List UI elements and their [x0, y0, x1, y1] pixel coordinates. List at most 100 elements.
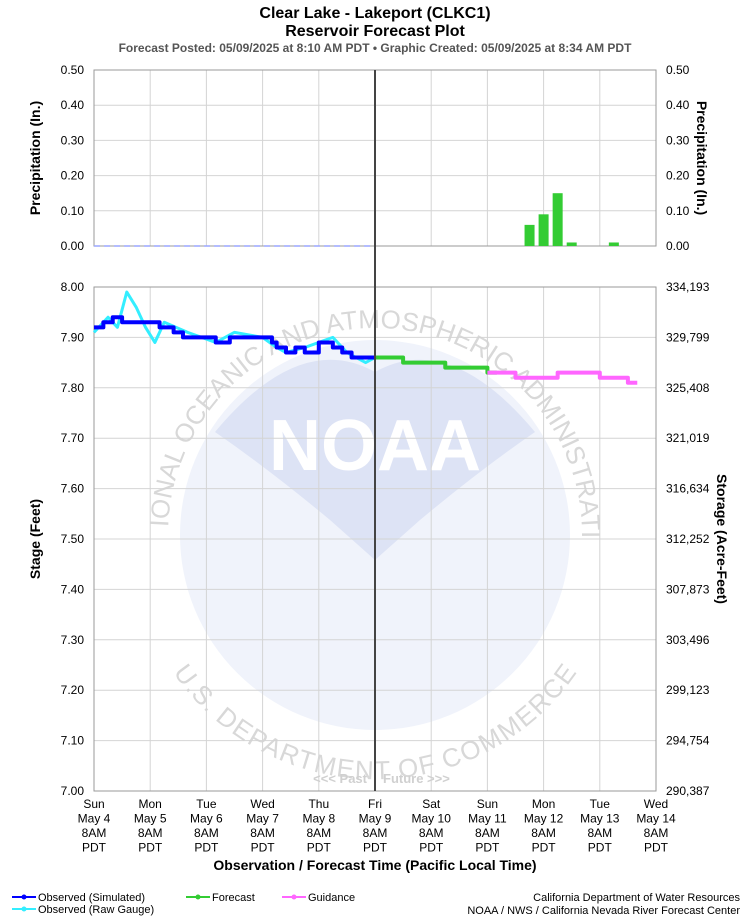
- storage-right-tick-label: 290,387: [666, 784, 710, 798]
- credit-line-1: California Department of Water Resources: [533, 892, 740, 904]
- x-tick-label: Mon: [532, 797, 555, 811]
- legend-label: Forecast: [212, 892, 255, 904]
- precip-bar: [538, 214, 549, 246]
- precip-left-tick-label: 0.10: [61, 204, 85, 218]
- legend-label: Observed (Simulated): [38, 892, 145, 904]
- precip-right-axis-title: Precipitation (In.): [694, 101, 710, 215]
- credit-line-2: NOAA / NWS / California Nevada River For…: [467, 905, 740, 917]
- x-tick-label: May 7: [246, 812, 279, 826]
- precip-right-tick-label: 0.20: [666, 169, 690, 183]
- storage-right-tick-label: 325,408: [666, 381, 710, 395]
- storage-right-axis-title: Storage (Acre-Feet): [714, 474, 730, 604]
- legend-swatch-marker: [21, 906, 27, 912]
- legend-swatch-marker: [195, 894, 201, 900]
- precip-left-tick-label: 0.40: [61, 98, 85, 112]
- precip-bar: [608, 242, 619, 246]
- x-tick-label: PDT: [251, 841, 276, 855]
- precip-bar: [566, 242, 577, 246]
- chart-subtitle: Reservoir Forecast Plot: [285, 23, 465, 40]
- stage-left-tick-label: 7.80: [61, 381, 85, 395]
- stage-ticks: 8.00 334,193 7.90 329,799 7.80 325,408 7.70 321…: [61, 280, 710, 798]
- x-axis-title: Observation / Forecast Time (Pacific Loc…: [213, 857, 536, 873]
- x-tick-label: 8AM: [250, 826, 275, 840]
- storage-right-tick-label: 294,754: [666, 734, 710, 748]
- x-tick-label: 8AM: [194, 826, 219, 840]
- x-tick-label: PDT: [138, 841, 163, 855]
- stage-left-tick-label: 7.40: [61, 582, 85, 596]
- x-tick-label: PDT: [475, 841, 500, 855]
- x-tick-label: PDT: [307, 841, 332, 855]
- x-tick-label: Tue: [196, 797, 217, 811]
- precip-left-tick-label: 0.20: [61, 169, 85, 183]
- x-tick-label: Wed: [644, 797, 668, 811]
- x-tick-label: PDT: [363, 841, 388, 855]
- precip-right-tick-label: 0.10: [666, 204, 690, 218]
- precip-bar: [524, 224, 535, 246]
- legend-label: Observed (Raw Gauge): [38, 904, 154, 916]
- x-tick-label: 8AM: [138, 826, 163, 840]
- x-tick-label: PDT: [644, 841, 669, 855]
- x-tick-label: May 10: [412, 812, 452, 826]
- stage-left-tick-label: 7.20: [61, 683, 85, 697]
- x-tick-label: May 13: [580, 812, 620, 826]
- x-tick-label: Sun: [477, 797, 498, 811]
- noaa-watermark-logo: NOAA NATIONAL OCEANIC AND ATMOSPHERIC AD…: [0, 0, 606, 785]
- series-line-observed-raw-gauge: [92, 290, 376, 365]
- stage-left-tick-label: 8.00: [61, 280, 85, 294]
- legend-swatch-marker: [291, 894, 297, 900]
- x-tick-label: Wed: [250, 797, 274, 811]
- x-tick-label: 8AM: [419, 826, 444, 840]
- storage-right-tick-label: 316,634: [666, 482, 710, 496]
- x-tick-label: PDT: [194, 841, 219, 855]
- x-tick-label: Tue: [590, 797, 611, 811]
- precip-right-tick-label: 0.00: [666, 239, 690, 253]
- x-tick-label: 8AM: [644, 826, 669, 840]
- storage-right-tick-label: 299,123: [666, 683, 710, 697]
- storage-right-tick-label: 312,252: [666, 532, 710, 546]
- x-tick-label: 8AM: [587, 826, 612, 840]
- posted-info: Forecast Posted: 05/09/2025 at 8:10 AM P…: [119, 41, 633, 55]
- precip-left-tick-label: 0.00: [61, 239, 85, 253]
- precip-right-tick-label: 0.40: [666, 98, 690, 112]
- x-tick-label: May 14: [636, 812, 676, 826]
- x-tick-label: PDT: [588, 841, 613, 855]
- precip-right-tick-label: 0.30: [666, 133, 690, 147]
- series-line-observed-simulated: [94, 315, 375, 360]
- storage-right-tick-label: 321,019: [666, 431, 710, 445]
- precipitation-bars: [524, 193, 619, 246]
- x-tick-label: May 11: [468, 812, 507, 826]
- storage-right-tick-label: 329,799: [666, 330, 710, 344]
- legend-swatch-marker: [21, 894, 27, 900]
- storage-right-tick-label: 334,193: [666, 280, 710, 294]
- x-tick-label: May 12: [524, 812, 564, 826]
- x-tick-label: Thu: [308, 797, 329, 811]
- x-tick-label: 8AM: [363, 826, 388, 840]
- stage-left-tick-label: 7.00: [61, 784, 85, 798]
- x-tick-label: Fri: [368, 797, 382, 811]
- x-tick-label: 8AM: [82, 826, 107, 840]
- x-tick-label: 8AM: [306, 826, 331, 840]
- x-tick-label: May 8: [302, 812, 335, 826]
- stage-left-tick-label: 7.50: [61, 532, 85, 546]
- legend-label: Guidance: [308, 892, 355, 904]
- x-tick-label: May 6: [190, 812, 223, 826]
- x-tick-label: May 4: [78, 812, 111, 826]
- precip-right-tick-label: 0.50: [666, 63, 690, 77]
- x-tick-label: Sun: [83, 797, 104, 811]
- stage-left-tick-label: 7.30: [61, 633, 85, 647]
- storage-right-tick-label: 303,496: [666, 633, 710, 647]
- precip-left-tick-label: 0.50: [61, 63, 85, 77]
- stage-left-tick-label: 7.10: [61, 734, 85, 748]
- x-tick-label: PDT: [82, 841, 107, 855]
- future-annotation: Future >>>: [383, 771, 450, 786]
- stage-series: [92, 290, 638, 385]
- x-tick-label: 8AM: [531, 826, 556, 840]
- chart-title: Clear Lake - Lakeport (CLKC1): [259, 5, 490, 22]
- precip-left-tick-label: 0.30: [61, 133, 85, 147]
- x-tick-label: May 9: [359, 812, 392, 826]
- x-tick-label: Mon: [139, 797, 162, 811]
- stage-left-tick-label: 7.70: [61, 431, 85, 445]
- x-tick-label: 8AM: [475, 826, 500, 840]
